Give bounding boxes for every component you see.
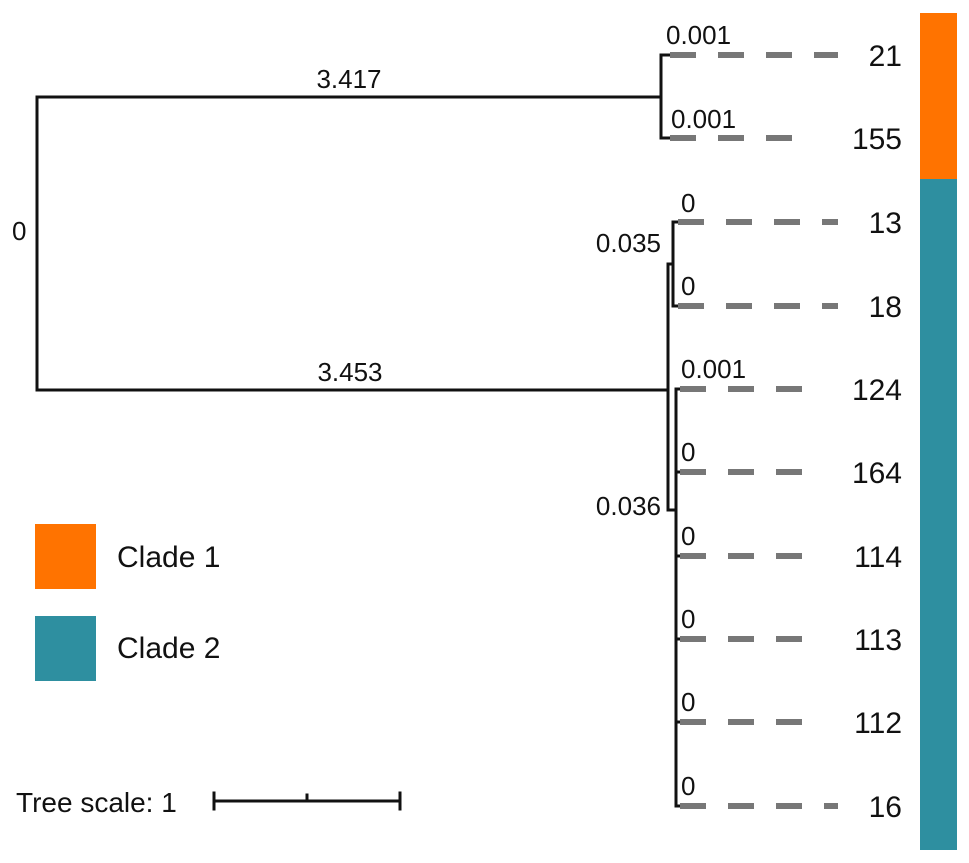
clade2-branch-length: 3.453	[317, 357, 382, 387]
legend-swatch-clade1	[35, 524, 96, 589]
leaf-label-21: 21	[869, 40, 902, 73]
leaf-155-branch-length: 0.001	[671, 104, 736, 134]
tree-scale-label: Tree scale: 1	[16, 787, 177, 818]
leaf-164-branch-length: 0	[681, 437, 695, 467]
leaf-18-branch-length: 0	[681, 271, 695, 301]
leaf-label-124: 124	[852, 374, 902, 407]
leaf-label-113: 113	[854, 624, 902, 657]
clade1-color-strip	[920, 13, 957, 179]
leaf-21-branch-length: 0.001	[666, 20, 731, 50]
subclade-a-branch-length: 0.035	[596, 228, 661, 258]
legend-label-clade1: Clade 1	[117, 541, 220, 574]
leaf-label-18: 18	[869, 291, 902, 324]
leaf-112-branch-length: 0	[681, 687, 695, 717]
legend: Clade 1 Clade 2	[35, 524, 220, 681]
leaf-label-114: 114	[854, 541, 902, 574]
leaf-label-155: 155	[852, 123, 902, 156]
leaf-13-branch-length: 0	[681, 188, 695, 218]
leaf-16-branch-length: 0	[681, 771, 695, 801]
leaf-124-branch-length: 0.001	[681, 354, 746, 384]
legend-swatch-clade2	[35, 616, 96, 681]
tree-scale: Tree scale: 1	[16, 787, 402, 818]
leaf-label-112: 112	[854, 707, 902, 740]
leaf-label-164: 164	[852, 457, 902, 490]
legend-label-clade2: Clade 2	[117, 632, 220, 665]
clade2-color-strip	[920, 179, 957, 850]
leaf-label-13: 13	[869, 207, 902, 240]
subclade-b-branch-length: 0.036	[596, 491, 661, 521]
leaf-label-16: 16	[869, 791, 902, 824]
leaf-114-branch-length: 0	[681, 521, 695, 551]
root-label: 0	[12, 216, 26, 246]
clade1-branch-length: 3.417	[316, 64, 381, 94]
leaf-113-branch-length: 0	[681, 604, 695, 634]
